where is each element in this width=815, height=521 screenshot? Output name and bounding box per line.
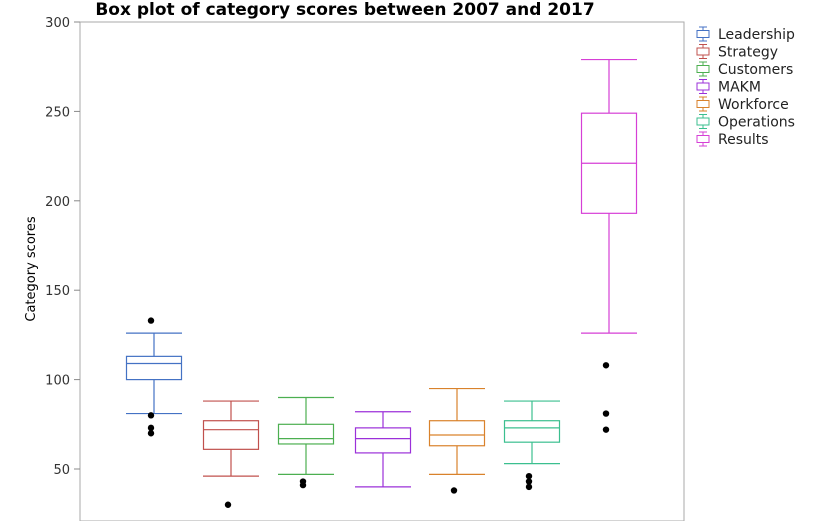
y-tick-label: 50 (53, 463, 70, 478)
box-iqr (277, 423, 335, 445)
box-leadership (125, 317, 183, 437)
outlier-point (525, 478, 533, 485)
legend-label: Workforce (718, 97, 789, 113)
box-iqr (125, 355, 183, 381)
legend-item-makm: MAKM (696, 79, 761, 96)
y-tick-label: 150 (45, 284, 70, 299)
outlier-point (602, 426, 610, 433)
legend-glyph-box (696, 117, 710, 126)
box-operations (503, 400, 561, 491)
outlier-point (602, 410, 610, 417)
legend-item-workforce: Workforce (696, 96, 789, 113)
legend-item-operations: Operations (696, 114, 795, 131)
legend-item-customers: Customers (696, 61, 793, 78)
y-tick-label: 200 (45, 195, 70, 210)
outlier-point (147, 412, 155, 419)
outlier-point (602, 362, 610, 369)
outlier-point (525, 483, 533, 491)
box-customers (277, 396, 335, 489)
outlier-point (147, 430, 155, 437)
legend-label: Customers (718, 62, 793, 78)
outlier-point (525, 472, 533, 480)
legend-glyph-box (696, 82, 710, 91)
legend-item-strategy: Strategy (696, 44, 778, 61)
legend-glyph-box (696, 47, 710, 56)
box-strategy (202, 400, 260, 508)
y-tick-label: 100 (45, 374, 70, 389)
outlier-point (224, 501, 232, 508)
box-series-group (125, 58, 638, 508)
outlier-point (147, 424, 155, 432)
box-iqr (354, 427, 412, 454)
box-iqr (428, 420, 486, 447)
y-tick-label: 300 (45, 16, 70, 31)
box-iqr (503, 420, 561, 443)
y-tick-label: 250 (45, 105, 70, 120)
box-makm (354, 411, 412, 488)
outlier-point (450, 487, 458, 494)
y-axis-label: Category scores (24, 216, 39, 321)
legend-glyph-box (696, 65, 710, 73)
legend-label: Strategy (718, 45, 778, 61)
legend-label: MAKM (718, 80, 761, 96)
legend-label: Operations (718, 115, 795, 131)
y-axis-ticks: 50 100 150 200 250 300 (45, 16, 80, 478)
legend-label: Leadership (718, 27, 795, 43)
outlier-point (299, 481, 307, 489)
legend-label: Results (718, 132, 769, 148)
legend-item-leadership: Leadership (696, 26, 795, 43)
legend-glyph-box (696, 135, 710, 143)
box-iqr (202, 420, 260, 450)
legend-glyph-box (696, 100, 710, 108)
chart-title: Box plot of category scores between 2007… (95, 0, 594, 20)
box-workforce (428, 387, 486, 494)
legend-glyph-box (696, 30, 710, 38)
outlier-point (147, 317, 155, 324)
legend-item-results: Results (696, 131, 769, 148)
box-results (580, 58, 638, 433)
